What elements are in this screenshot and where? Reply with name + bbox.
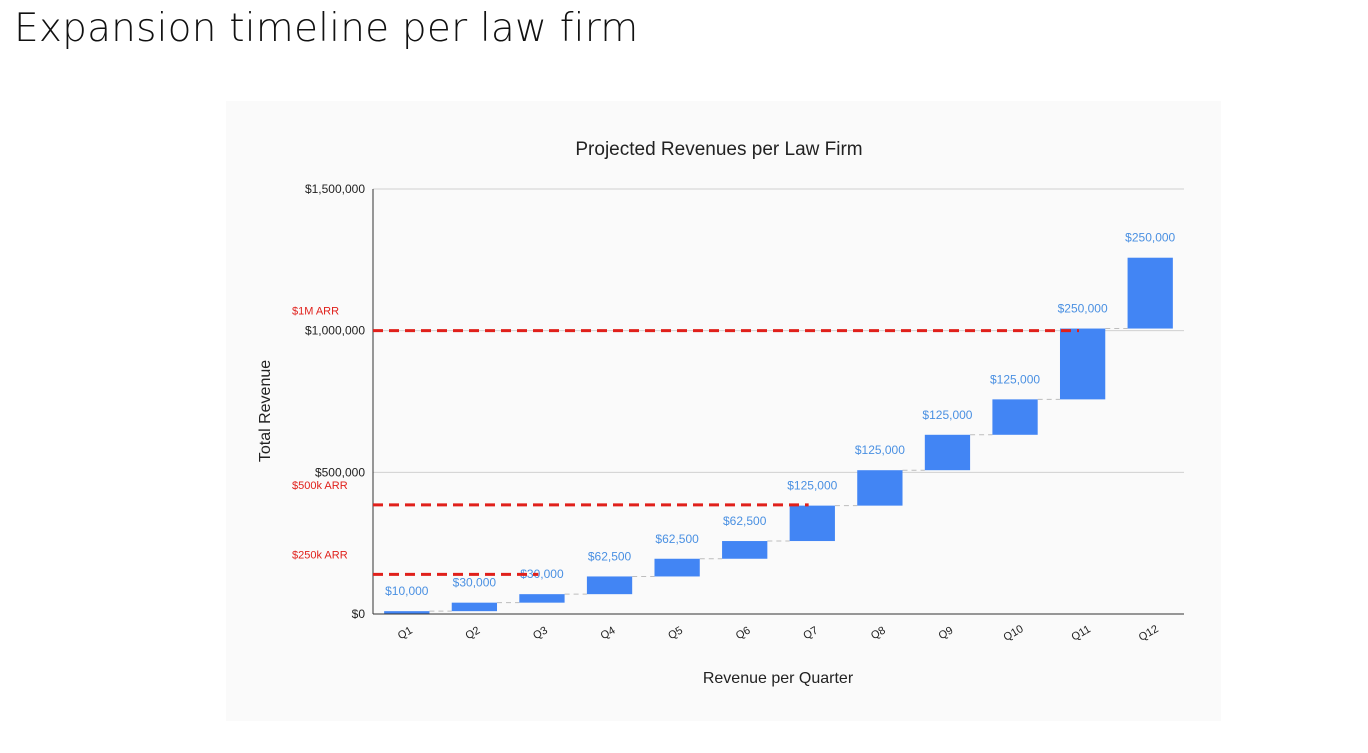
bar	[1127, 257, 1173, 329]
data-label: $125,000	[922, 408, 972, 422]
bar	[1059, 328, 1106, 400]
data-label: $250,000	[1125, 231, 1175, 245]
x-axis-label: Revenue per Quarter	[703, 670, 854, 687]
axes: $0 $500,000 $1,000,000 $1,500,000 Q1 Q2 Q3 Q4 Q5…	[305, 182, 1184, 644]
data-label: $125,000	[787, 479, 837, 493]
x-tick-label: Q9	[937, 625, 956, 643]
x-tick-label: Q3	[531, 625, 550, 643]
chart-panel: Projected Revenues per Law Firm Total Re…	[226, 101, 1221, 721]
bar	[384, 611, 430, 614]
x-tick-label: Q4	[599, 625, 618, 643]
reference-line-label: $500k ARR	[292, 480, 348, 492]
x-tick-label: Q6	[734, 625, 753, 643]
x-tick-label: Q2	[464, 625, 483, 643]
bar	[722, 541, 768, 559]
bar	[451, 602, 498, 612]
x-tick-label: Q8	[869, 625, 888, 643]
x-tick-label: Q7	[801, 625, 820, 643]
bar	[519, 594, 565, 603]
bar	[586, 576, 633, 595]
connectors	[429, 328, 1128, 612]
chart-title: Projected Revenues per Law Firm	[575, 139, 862, 160]
x-tick-label: Q1	[396, 625, 415, 643]
data-label: $30,000	[520, 567, 564, 581]
reference-lines: $1M ARR $500k ARR $250k ARR	[292, 306, 1080, 576]
data-label: $30,000	[453, 576, 497, 590]
bar	[654, 558, 700, 577]
bar	[924, 434, 971, 471]
x-tick-label: Q10	[1002, 623, 1026, 644]
x-tick-label: Q5	[666, 625, 685, 643]
bar	[789, 505, 835, 542]
data-label: $10,000	[385, 584, 429, 598]
page-title: Expansion timeline per law firm	[14, 6, 639, 51]
data-label: $125,000	[990, 372, 1040, 386]
y-axis-label: Total Revenue	[257, 360, 274, 462]
reference-line-label: $250k ARR	[292, 549, 348, 561]
y-tick-label: $1,000,000	[305, 324, 365, 338]
data-label: $62,500	[723, 514, 767, 528]
bar	[857, 470, 903, 506]
bars	[384, 257, 1173, 614]
data-labels: $10,000 $30,000 $30,000 $62,500 $62,500 $62,5…	[385, 231, 1175, 598]
data-label: $250,000	[1058, 302, 1108, 316]
data-label: $62,500	[655, 532, 699, 546]
bar	[992, 399, 1038, 435]
reference-line-label: $1M ARR	[292, 306, 339, 318]
x-tick-label: Q11	[1069, 623, 1092, 643]
y-tick-label: $500,000	[315, 465, 365, 479]
x-tick-label: Q12	[1137, 623, 1161, 644]
y-tick-label: $1,500,000	[305, 182, 365, 196]
waterfall-chart: Projected Revenues per Law Firm Total Re…	[257, 139, 1184, 687]
data-label: $125,000	[855, 443, 905, 457]
data-label: $62,500	[588, 549, 632, 563]
y-tick-label: $0	[352, 607, 366, 621]
